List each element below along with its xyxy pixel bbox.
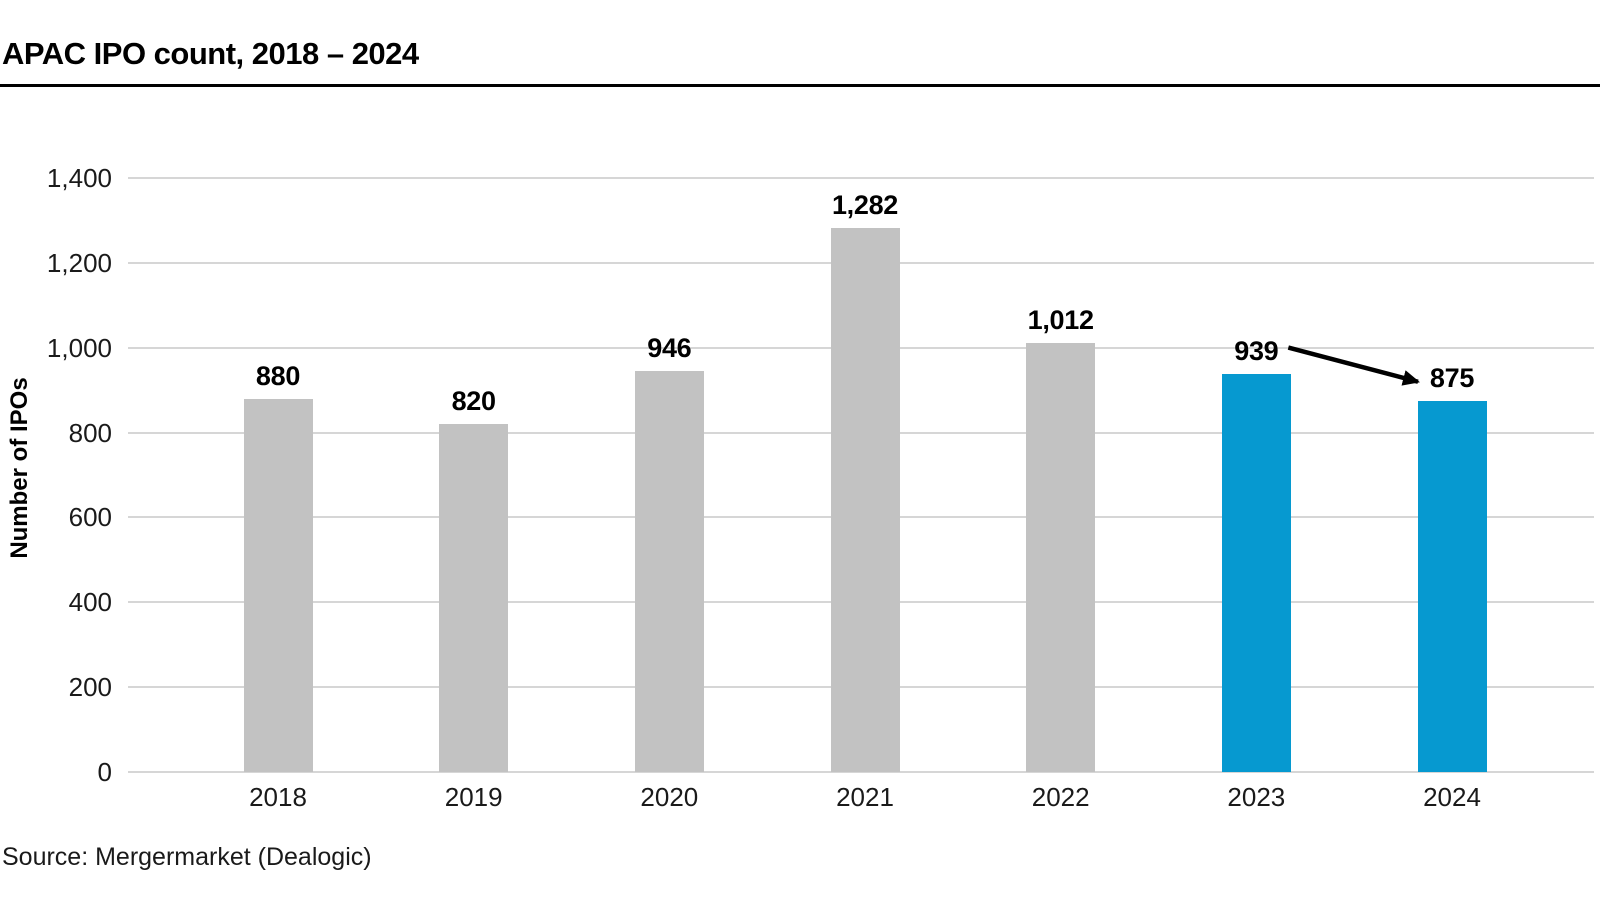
gridline-1400 bbox=[128, 177, 1594, 179]
x-axis-label-2024: 2024 bbox=[1423, 782, 1481, 812]
y-tick-label-1400: 1,400 bbox=[46, 163, 112, 193]
bar-2022 bbox=[1026, 342, 1096, 772]
bar-2024 bbox=[1417, 400, 1487, 772]
bar-2019 bbox=[439, 424, 509, 772]
bar-value-label-2020: 946 bbox=[647, 332, 692, 363]
y-tick-label-400: 400 bbox=[68, 587, 112, 618]
y-tick-label-200: 200 bbox=[68, 672, 112, 703]
bar-2020 bbox=[634, 370, 704, 772]
y-tick-label-1200: 1,200 bbox=[46, 247, 112, 278]
bar-value-label-2018: 880 bbox=[255, 360, 301, 391]
source-text: Source: Mergermarket (Dealogic) bbox=[2, 843, 372, 871]
x-axis-label-2022: 2022 bbox=[1031, 782, 1090, 812]
bar-value-label-2024: 875 bbox=[1429, 362, 1475, 393]
bar-value-label-2022: 1,012 bbox=[1027, 304, 1094, 335]
y-tick-label-0: 0 bbox=[97, 757, 112, 787]
y-tick-label-800: 800 bbox=[68, 417, 112, 448]
page-title: APAC IPO count, 2018 – 2024 bbox=[2, 36, 419, 71]
bar-value-label-2023: 939 bbox=[1234, 335, 1279, 366]
x-axis-label-2020: 2020 bbox=[640, 782, 699, 812]
x-axis-label-2023: 2023 bbox=[1227, 782, 1286, 812]
y-tick-label-1000: 1,000 bbox=[46, 332, 112, 363]
bar-value-label-2021: 1,282 bbox=[831, 190, 899, 221]
bar-2021 bbox=[830, 228, 900, 772]
x-axis-label-2018: 2018 bbox=[249, 782, 307, 812]
bar-2023 bbox=[1221, 373, 1291, 772]
x-axis-label-2019: 2019 bbox=[444, 782, 503, 812]
y-axis-title: Number of IPOs bbox=[6, 377, 33, 559]
gridline-0 bbox=[128, 771, 1594, 773]
x-axis-label-2021: 2021 bbox=[836, 782, 894, 812]
bar-2018 bbox=[243, 398, 313, 772]
bar-value-label-2019: 820 bbox=[451, 386, 496, 417]
title-separator-line bbox=[0, 84, 1600, 87]
y-tick-label-600: 600 bbox=[68, 502, 112, 533]
